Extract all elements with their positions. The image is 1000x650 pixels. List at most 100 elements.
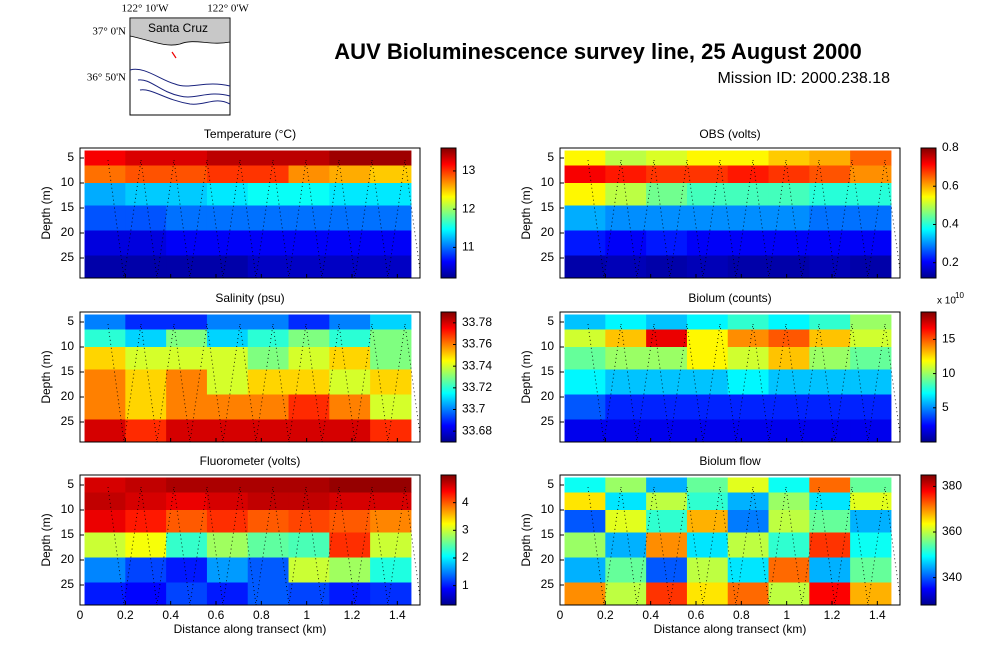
colorbar-tick-label: 33.78	[462, 315, 492, 329]
axes-frame	[559, 474, 901, 606]
heat-cell	[288, 205, 330, 231]
y-tick-label: 20	[541, 225, 555, 239]
heat-cell	[850, 205, 892, 231]
y-axis-label: Depth (m)	[519, 513, 533, 566]
heat-cell	[125, 150, 167, 166]
heat-cell	[727, 394, 770, 420]
heat-cell	[84, 557, 126, 583]
heat-cell	[125, 557, 167, 583]
y-tick-label: 10	[61, 502, 75, 516]
heat-cell	[288, 314, 330, 330]
heat-cell	[288, 347, 330, 370]
heat-cell	[329, 582, 371, 605]
colorbar	[440, 474, 457, 606]
heat-cell	[768, 557, 810, 583]
y-tick-label: 10	[61, 175, 75, 189]
y-tick-label: 25	[541, 414, 555, 428]
heat-cell	[206, 347, 249, 370]
heat-cell	[809, 510, 851, 533]
heat-cell	[727, 205, 770, 231]
heat-cell	[768, 150, 810, 166]
heat-cell	[564, 557, 606, 583]
axes-frame	[559, 147, 901, 279]
heat-cell	[288, 532, 330, 558]
axes-frame	[559, 311, 901, 443]
heat-cell	[727, 150, 770, 166]
x-tick-label: 0	[77, 608, 84, 622]
heat-cell	[288, 477, 330, 493]
heat-cell	[768, 314, 810, 330]
heat-cell	[727, 419, 770, 442]
y-tick-label: 10	[541, 175, 555, 189]
heat-cell	[84, 582, 126, 605]
heat-cell	[370, 419, 412, 442]
heat-cell	[288, 150, 330, 166]
heat-cell	[727, 369, 770, 395]
heat-cell	[564, 205, 606, 231]
y-tick-label: 15	[61, 527, 75, 541]
heat-cell	[206, 369, 249, 395]
heat-cell	[329, 230, 371, 256]
heat-cell	[84, 165, 126, 184]
heat-cell	[166, 347, 208, 370]
y-tick-label: 5	[67, 150, 74, 164]
heat-cell	[727, 582, 770, 605]
x-tick-label: 1.4	[869, 608, 886, 622]
heat-cell	[564, 255, 606, 278]
heat-cell	[646, 255, 688, 278]
x-tick-label: 1	[303, 608, 310, 622]
axes-frame	[79, 474, 421, 606]
heatmap	[84, 477, 420, 605]
panel-title: Biolum flow	[699, 454, 761, 468]
colorbar	[440, 311, 457, 443]
heat-cell	[768, 255, 810, 278]
transect	[171, 51, 177, 59]
heat-cell	[206, 205, 249, 231]
x-tick-label: 0.4	[162, 608, 179, 622]
heat-cell	[370, 347, 412, 370]
y-tick-label: 20	[61, 225, 75, 239]
heat-cell	[370, 205, 412, 231]
heat-cell	[605, 394, 647, 420]
heat-cell	[850, 419, 892, 442]
heat-cell	[850, 557, 892, 583]
heat-cell	[329, 165, 371, 184]
heat-cell	[686, 492, 729, 511]
heat-cell	[768, 394, 810, 420]
y-axis-label: Depth (m)	[519, 186, 533, 239]
heat-cell	[125, 314, 167, 330]
heat-cell	[768, 532, 810, 558]
heat-cell	[125, 582, 167, 605]
heat-cell	[564, 329, 606, 348]
heat-cell	[206, 150, 249, 166]
heat-cell	[809, 394, 851, 420]
colorbar-tick-label: 5	[942, 400, 949, 414]
heat-cell	[125, 183, 167, 206]
heat-cell	[125, 419, 167, 442]
heat-cell	[166, 477, 208, 493]
heat-cell	[370, 557, 412, 583]
panel-title: Biolum (counts)	[688, 291, 771, 305]
heat-cell	[84, 255, 126, 278]
heat-cell	[84, 230, 126, 256]
heat-cell	[206, 582, 249, 605]
heat-cell	[125, 230, 167, 256]
heat-cell	[686, 165, 729, 184]
heat-cell	[166, 492, 208, 511]
heat-cell	[84, 510, 126, 533]
heat-cell	[206, 255, 249, 278]
heat-cell	[288, 582, 330, 605]
heat-cell	[247, 255, 290, 278]
heat-cell	[809, 347, 851, 370]
heat-cell	[809, 165, 851, 184]
heat-cell	[288, 183, 330, 206]
heatmap	[564, 314, 900, 442]
heat-cell	[686, 347, 729, 370]
heat-cell	[166, 419, 208, 442]
heat-cell	[850, 369, 892, 395]
heat-cell	[646, 492, 688, 511]
colorbar-tick-label: 33.7	[462, 402, 486, 416]
y-tick-label: 15	[541, 200, 555, 214]
colorbar-tick-label: 12	[462, 201, 476, 215]
